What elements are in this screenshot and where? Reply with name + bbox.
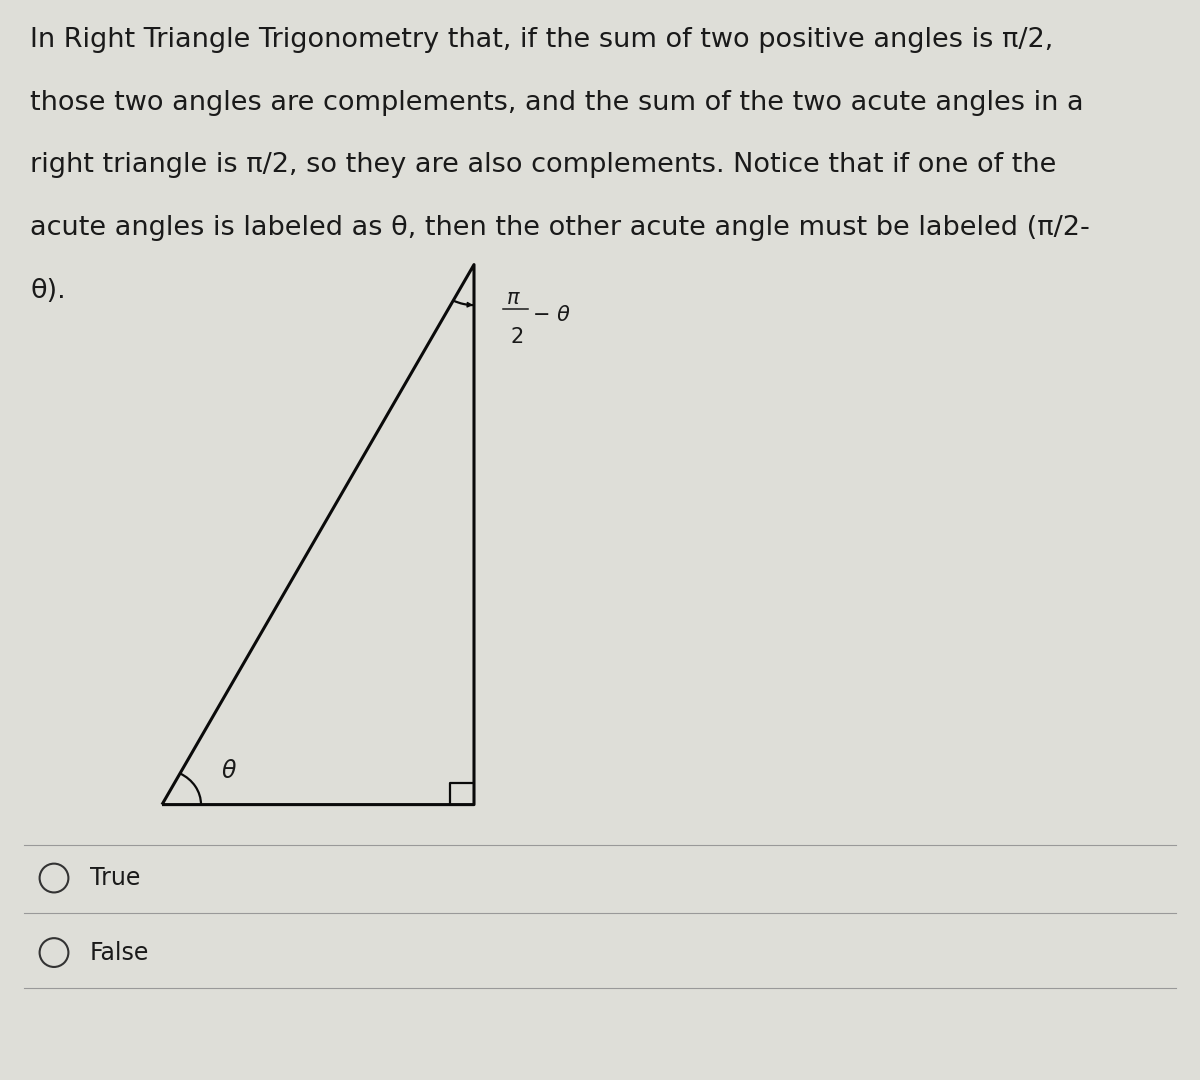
Text: False: False (90, 941, 149, 964)
Text: acute angles is labeled as θ, then the other acute angle must be labeled (π/2-: acute angles is labeled as θ, then the o… (30, 215, 1090, 241)
Text: True: True (90, 866, 140, 890)
Text: 2: 2 (510, 327, 523, 348)
Text: those two angles are complements, and the sum of the two acute angles in a: those two angles are complements, and th… (30, 90, 1084, 116)
Text: − θ: − θ (533, 306, 570, 325)
Text: θ).: θ). (30, 278, 66, 303)
Text: π: π (506, 287, 520, 308)
Text: θ: θ (222, 759, 236, 783)
Text: right triangle is π/2, so they are also complements. Notice that if one of the: right triangle is π/2, so they are also … (30, 152, 1056, 178)
Text: In Right Triangle Trigonometry that, if the sum of two positive angles is π/2,: In Right Triangle Trigonometry that, if … (30, 27, 1054, 53)
